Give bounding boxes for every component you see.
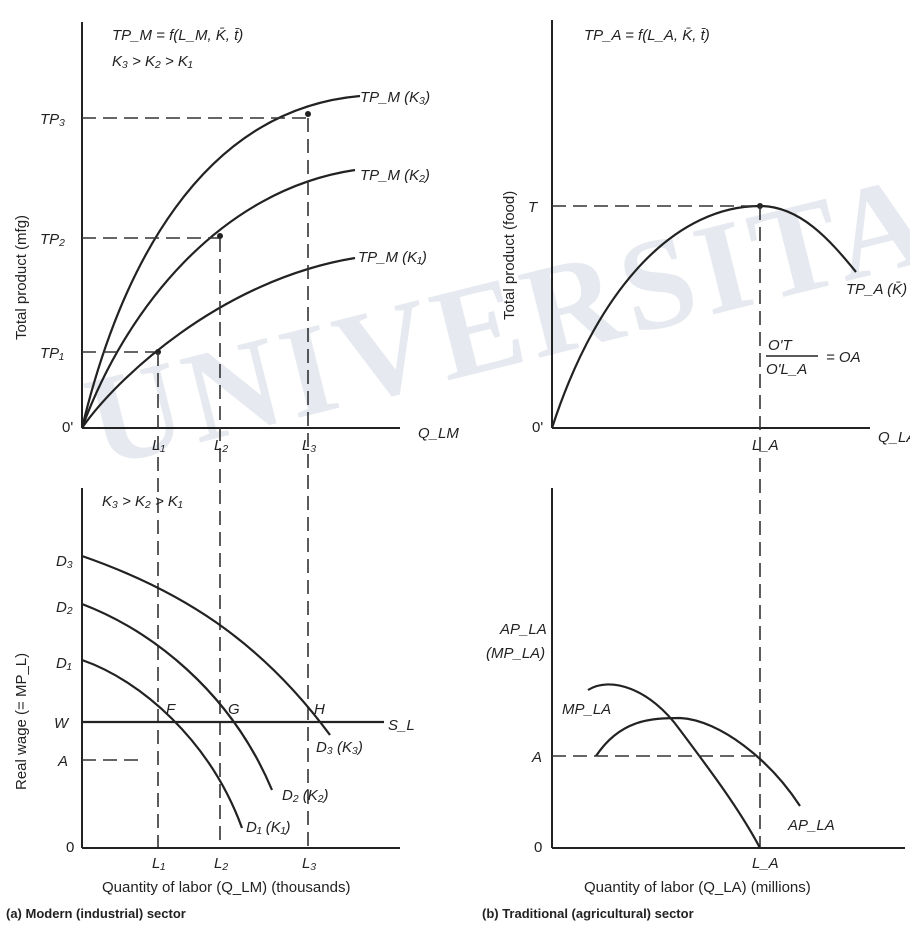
tick-tp1: TP₁ [40,345,64,362]
tick-d2: D₂ [56,599,73,616]
curve-label-d1: D₁ (K₁) [246,819,290,836]
point-l3-tp3 [305,111,311,117]
origin-b-bottom: 0 [534,839,542,856]
fraction-rhs: = OA [826,349,861,366]
point-l2-tp2 [217,233,223,239]
y-label-a-bottom: Real wage (= MP_L) [13,653,30,790]
point-g: G [228,701,240,718]
condition-a-top: K₃ > K₂ > K₁ [112,53,193,70]
tick-l2-top: L₂ [214,437,228,454]
panel-b-top: TP_A = f(L_A, K̄, t̄) Total product (foo… [501,20,910,454]
curve-label-mpla: MP_LA [562,701,611,718]
curve-d2-k2 [81,602,274,791]
caption-a: (a) Modern (industrial) sector [6,906,186,921]
y-label-b-bottom-2: (MP_LA) [486,645,545,662]
curve-label-tpa: TP_A (K̄) [846,281,907,298]
tick-tp2: TP₂ [40,231,65,248]
point-f: F [166,701,176,718]
tick-la-top: L_A [752,437,779,454]
curve-tpa [550,204,857,429]
tick-d1: D₁ [56,655,72,672]
origin-b-top: 0' [532,419,543,436]
tick-l3-top: L₃ [302,437,316,454]
point-h: H [314,701,325,718]
tick-w: W [54,715,70,732]
tick-t: T [528,199,539,216]
curve-label-tpm-k3: TP_M (K₃) [360,89,430,106]
curve-mpla [587,683,761,849]
curve-label-tpm-k2: TP_M (K₂) [360,167,430,184]
curve-label-tpm-k1: TP_M (K₁) [358,249,427,266]
tick-a-b: A [531,749,542,766]
y-label-b-top: Total product (food) [501,191,518,320]
curve-tpm-k1 [81,256,356,429]
x-label-b-bottom: Quantity of labor (Q_LA) (millions) [584,879,811,896]
x-label-a-top: Q_LM [418,425,459,442]
tick-la-bottom: L_A [752,855,779,872]
y-label-a-top: Total product (mfg) [13,215,30,340]
condition-a-bottom: K₃ > K₂ > K₁ [102,493,183,510]
caption-b: (b) Traditional (agricultural) sector [482,906,694,921]
curve-label-d3: D₃ (K₃) [316,739,363,756]
watermark-text: UNIVERSITAS [73,127,910,495]
tick-l2-bottom: L₂ [214,855,228,872]
tick-a: A [57,753,68,770]
curve-apla [595,716,801,807]
tick-l3-bottom: L₃ [302,855,316,872]
panel-a-bottom: K₃ > K₂ > K₁ Real wage (= MP_L) 0 D₃ D₂ … [13,488,415,896]
tick-l1-bottom: L₁ [152,855,165,872]
curve-d1-k1 [81,658,244,829]
equation-a: TP_M = f(L_M, K̄, t̄) [112,27,243,44]
curve-tpm-k2 [80,168,356,429]
tick-tp3: TP₃ [40,111,65,128]
fraction-numerator: O'T [768,337,794,354]
origin-a-bottom: 0 [66,839,74,856]
x-label-a-bottom: Quantity of labor (Q_LM) (thousands) [102,879,350,896]
panel-a-top: TP_M = f(L_M, K̄, t̄) K₃ > K₂ > K₁ Total… [13,22,459,454]
curve-label-d2: D₂ (K₂) [282,787,328,804]
curve-tpm-k3 [80,94,361,429]
x-label-b-top: Q_LA [878,429,910,446]
equation-b: TP_A = f(L_A, K̄, t̄) [584,27,710,44]
origin-a-top: 0' [62,419,73,436]
y-label-b-bottom-1: AP_LA [499,621,547,638]
curve-label-apla: AP_LA [787,817,835,834]
label-sl: S_L [388,717,415,734]
fraction-denominator: O'L_A [766,361,807,378]
curve-d3-k3 [81,554,331,736]
tick-d3: D₃ [56,553,73,570]
panel-b-bottom: AP_LA (MP_LA) 0 MP_LA AP_LA A L_A Quanti… [486,488,905,896]
